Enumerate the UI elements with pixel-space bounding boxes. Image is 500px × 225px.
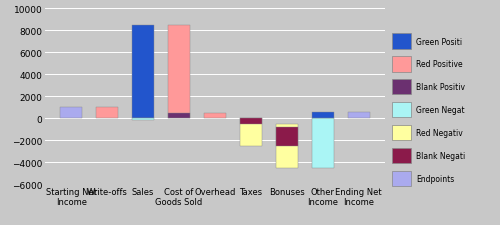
FancyBboxPatch shape xyxy=(392,103,411,118)
FancyBboxPatch shape xyxy=(392,125,411,141)
Bar xyxy=(348,112,370,119)
Text: Green Positi: Green Positi xyxy=(416,37,463,46)
Bar xyxy=(240,119,262,146)
FancyBboxPatch shape xyxy=(392,171,411,186)
Bar xyxy=(96,108,118,119)
Bar xyxy=(312,112,334,119)
Text: Green Negat: Green Negat xyxy=(416,106,465,115)
Text: Blank Positiv: Blank Positiv xyxy=(416,83,465,92)
Bar xyxy=(132,25,154,119)
FancyBboxPatch shape xyxy=(392,80,411,95)
Text: Blank Negati: Blank Negati xyxy=(416,151,466,160)
Text: Red Negativ: Red Negativ xyxy=(416,128,463,137)
Bar xyxy=(240,119,262,124)
Bar xyxy=(276,124,297,168)
Bar xyxy=(312,119,334,168)
Bar xyxy=(276,127,297,146)
Text: Endpoints: Endpoints xyxy=(416,174,455,183)
FancyBboxPatch shape xyxy=(392,148,411,163)
Bar xyxy=(168,25,190,119)
FancyBboxPatch shape xyxy=(392,34,411,50)
Bar xyxy=(60,108,82,119)
Bar xyxy=(168,113,190,119)
Bar xyxy=(204,113,226,119)
Text: Red Positive: Red Positive xyxy=(416,60,463,69)
FancyBboxPatch shape xyxy=(392,57,411,72)
Bar xyxy=(132,119,154,121)
